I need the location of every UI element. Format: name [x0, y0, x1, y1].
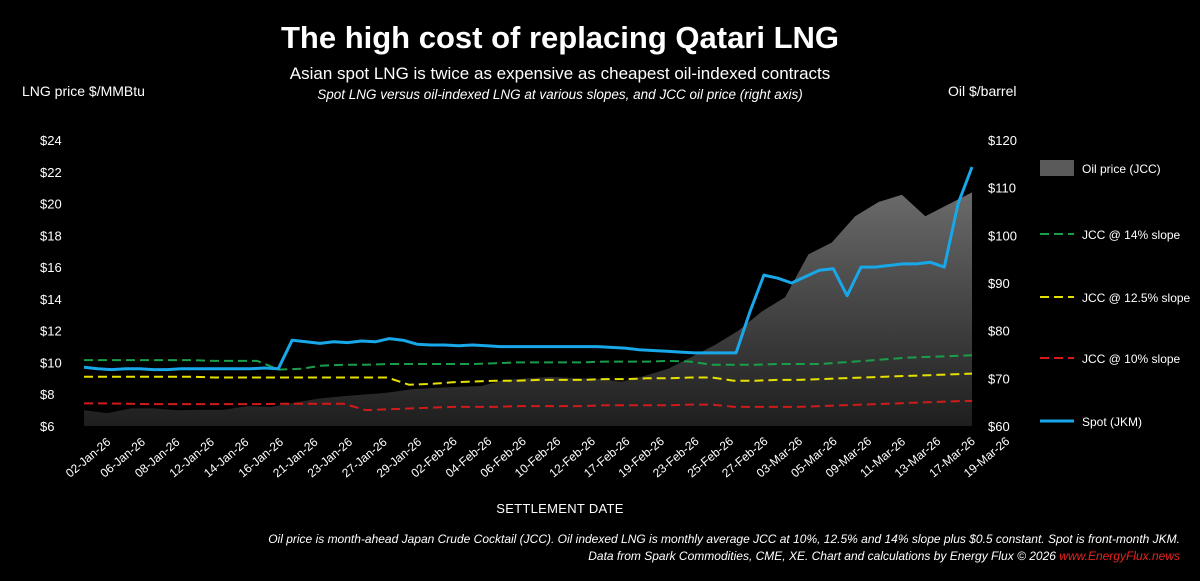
series-line-jcc-10-slope [84, 399, 973, 412]
y-tick-left: $24 [40, 133, 62, 148]
chart-title: The high cost of replacing Qatari LNG [280, 20, 840, 55]
right-axis-title: Oil $/barrel [948, 83, 1017, 99]
y-tick-left: $22 [40, 165, 62, 180]
legend-label: Oil price (JCC) [1082, 162, 1161, 176]
chart-subtitle: Asian spot LNG is twice as expensive as … [289, 64, 831, 83]
footer-credits-text: Data from Spark Commodities, CME, XE. Ch… [588, 549, 1056, 563]
y-tick-right: $90 [988, 276, 1010, 291]
legend-label: JCC @ 14% slope [1082, 228, 1181, 242]
chart-note: Spot LNG versus oil-indexed LNG at vario… [317, 87, 803, 102]
legend-label: JCC @ 10% slope [1082, 352, 1181, 366]
left-axis-title: LNG price $/MMBtu [22, 83, 145, 99]
footer-site-link[interactable]: www.EnergyFlux.news [1059, 549, 1180, 563]
series-area-oil-price-jcc- [84, 192, 972, 426]
y-tick-left: $8 [40, 387, 54, 402]
series-line-jcc-12-5-slope [84, 372, 973, 386]
y-tick-right: $70 [988, 371, 1010, 386]
series-line-spot-jkm- [83, 166, 974, 372]
y-tick-left: $14 [40, 292, 62, 307]
y-tick-right: $60 [988, 419, 1010, 434]
y-tick-left: $6 [40, 419, 54, 434]
y-tick-left: $18 [40, 228, 62, 243]
legend-swatch [1040, 160, 1074, 176]
legend-label: Spot (JKM) [1082, 415, 1142, 429]
y-tick-left: $12 [40, 324, 62, 339]
x-axis-title: SETTLEMENT DATE [496, 501, 624, 516]
y-tick-right: $80 [988, 324, 1010, 339]
y-tick-left: $10 [40, 355, 62, 370]
footer-credits: Data from Spark Commodities, CME, XE. Ch… [588, 549, 1180, 563]
y-tick-left: $20 [40, 197, 62, 212]
y-tick-right: $120 [988, 133, 1017, 148]
series-line-jcc-14-slope [84, 354, 973, 371]
y-tick-left: $16 [40, 260, 62, 275]
footer-methodology: Oil price is month-ahead Japan Crude Coc… [268, 532, 1180, 546]
y-tick-right: $100 [988, 228, 1017, 243]
legend-label: JCC @ 12.5% slope [1082, 291, 1191, 305]
y-tick-right: $110 [988, 181, 1016, 196]
